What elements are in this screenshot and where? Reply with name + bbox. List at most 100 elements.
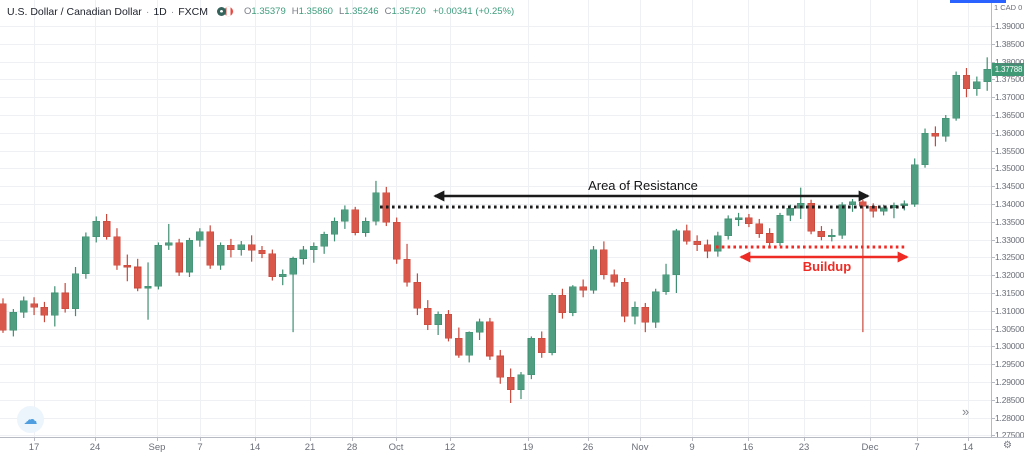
candle-body — [247, 244, 256, 251]
price-axis-label: 1.38000 — [995, 56, 1024, 67]
candle-body — [455, 337, 463, 356]
gear-icon[interactable]: ⚙ — [1003, 440, 1012, 451]
price-axis-tick — [992, 204, 995, 205]
price-axis-tick — [992, 329, 995, 330]
price-axis-tick — [992, 44, 995, 45]
price-axis-label: 1.27500 — [995, 430, 1024, 441]
candle-body — [600, 249, 608, 276]
time-axis-tick — [34, 438, 35, 441]
exchange-label: FXCM — [178, 5, 208, 18]
time-axis-tick — [157, 438, 158, 441]
candle-body — [20, 300, 28, 313]
candle-body — [548, 294, 556, 354]
price-axis-tick — [992, 133, 995, 134]
candle-body — [444, 314, 453, 339]
price-axis[interactable]: 1 CAD 0 1.37788 1.39000 1.38500 1.38000 1.3… — [991, 0, 1024, 441]
candle-body — [496, 355, 504, 378]
price-axis-unit-label: 1 CAD 0 — [994, 3, 1023, 12]
candle-body — [82, 236, 90, 275]
legend-separator: · — [145, 5, 150, 18]
candle-body — [527, 337, 536, 376]
candle-body — [30, 303, 38, 308]
candle-body — [952, 74, 960, 119]
candle-body — [672, 230, 681, 276]
canada-flag-icon — [224, 7, 233, 16]
candle-body — [71, 273, 80, 309]
time-axis-label: 16 — [742, 442, 754, 453]
candle-body — [237, 244, 245, 250]
candle-body — [196, 231, 204, 241]
candle-body — [714, 235, 722, 252]
time-axis-label: 23 — [798, 442, 810, 453]
us-flag-icon — [217, 7, 226, 16]
legend-separator: · — [170, 5, 175, 18]
resistance-annotation-label[interactable]: Area of Resistance — [588, 178, 698, 193]
candle-body — [102, 220, 111, 238]
candle-body — [506, 377, 515, 391]
candle-body — [962, 74, 971, 89]
candle-body — [859, 201, 867, 207]
candle-body — [631, 306, 639, 317]
time-axis-tick — [310, 438, 311, 441]
current-price-label: 1.37788 — [992, 62, 1024, 76]
candle-body — [206, 231, 214, 266]
high-value: 1.35860 — [298, 6, 333, 17]
candle-body — [910, 164, 919, 205]
candle-body — [973, 81, 981, 89]
candle-body — [942, 117, 950, 137]
candle-body — [289, 258, 297, 275]
candle-body — [703, 244, 712, 252]
candle-body — [165, 242, 173, 246]
time-axis-label: 17 — [28, 442, 40, 453]
timeframe-label[interactable]: 1D — [153, 5, 167, 18]
price-axis-tick — [992, 151, 995, 152]
candle-body — [569, 286, 577, 314]
price-axis-label: 1.32000 — [995, 270, 1024, 281]
low-label: L — [338, 6, 345, 17]
candle-body — [683, 230, 691, 242]
price-axis-tick — [992, 275, 995, 276]
flag-pair — [217, 7, 233, 16]
time-axis-tick — [692, 438, 693, 441]
price-axis-label: 1.33000 — [995, 234, 1024, 245]
time-axis-label: 24 — [89, 442, 101, 453]
candle-body — [475, 321, 484, 333]
candle-body — [558, 294, 567, 314]
candle-body — [424, 308, 432, 325]
time-axis-label: 14 — [962, 442, 974, 453]
price-axis-label: 1.34500 — [995, 181, 1024, 192]
candle-body — [279, 273, 287, 277]
price-axis-tick — [992, 346, 995, 347]
candle-body — [579, 286, 587, 291]
scroll-to-recent-icon[interactable]: » — [962, 404, 970, 419]
cloud-publish-icon[interactable]: ☁ — [17, 406, 44, 433]
candle-body — [123, 264, 132, 268]
open-value: 1.35379 — [251, 6, 286, 17]
time-axis-label: 12 — [444, 442, 456, 453]
candle-body — [0, 303, 7, 331]
candle-body — [310, 246, 318, 250]
candle-body — [40, 306, 49, 316]
candle-body — [641, 306, 650, 323]
price-axis-label: 1.36500 — [995, 110, 1024, 120]
buildup-annotation-label[interactable]: Buildup — [802, 259, 852, 274]
time-axis-label: 26 — [582, 442, 594, 453]
candlestick-chart-canvas[interactable] — [0, 0, 991, 437]
price-axis-label: 1.37000 — [995, 92, 1024, 103]
price-axis-label: 1.31000 — [995, 305, 1024, 316]
loading-accent-bar — [950, 0, 1006, 3]
candle-body — [154, 244, 163, 287]
price-axis-label: 1.28000 — [995, 412, 1024, 423]
price-axis-tick — [992, 435, 995, 436]
candle-body — [724, 218, 732, 236]
time-axis[interactable]: ⚙ 17 24 Sep 7 14 21 28 Oct 12 19 26 Nov 9 16 23 Dec 7 14 — [0, 437, 1024, 454]
symbol-legend[interactable]: U.S. Dollar / Canadian Dollar · 1D · FXC… — [7, 5, 514, 18]
candle-body — [620, 282, 629, 317]
price-axis-tick — [992, 222, 995, 223]
candle-body — [807, 202, 815, 232]
candle-body — [486, 321, 494, 357]
time-axis-label: 14 — [249, 442, 261, 453]
candles-layer — [0, 57, 991, 404]
price-axis-label: 1.37500 — [995, 74, 1024, 85]
